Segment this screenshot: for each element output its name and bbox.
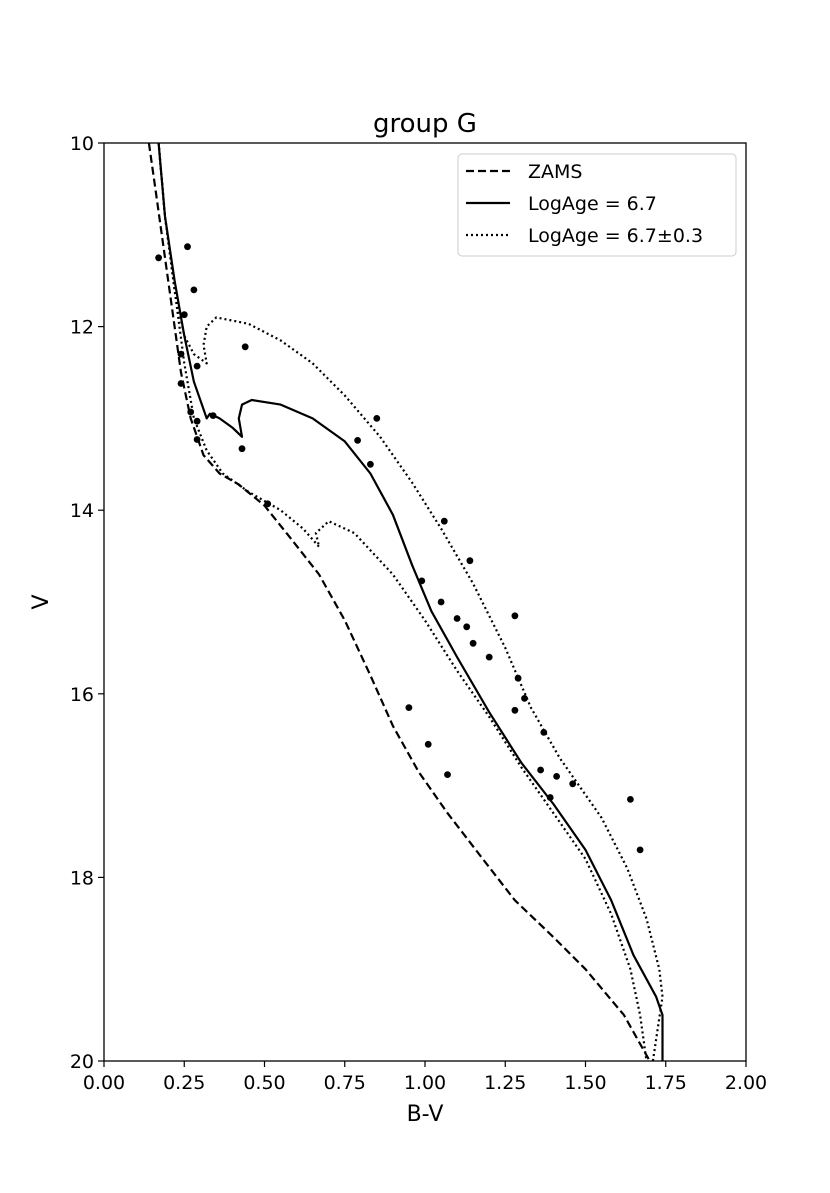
legend-label-logage: LogAge = 6.7 [528, 193, 657, 215]
data-point [354, 437, 361, 444]
x-axis-label: B-V [407, 1102, 444, 1127]
legend-label-zams: ZAMS [528, 161, 582, 183]
points-layer [155, 243, 644, 854]
data-point [537, 766, 544, 774]
data-point [155, 254, 163, 262]
data-point [405, 704, 413, 711]
data-point [437, 598, 445, 606]
series-line-logage-6-7-0-3 [157, 143, 664, 1061]
x-tick-label: 1.00 [404, 1072, 446, 1094]
x-tick-label: 0.75 [324, 1072, 366, 1094]
data-point [367, 460, 374, 468]
y-axis-label: V [29, 594, 54, 609]
data-point [193, 362, 201, 370]
x-tick-label: 1.25 [484, 1072, 526, 1094]
x-tick-label: 0.50 [243, 1072, 285, 1094]
y-tick-label: 16 [70, 684, 94, 706]
series-line-branch-3 [157, 143, 648, 1061]
data-point [238, 445, 246, 453]
x-tick-label: 1.75 [645, 1072, 687, 1094]
y-axis: 10 12 14 16 18 20 [70, 133, 104, 1073]
data-point [264, 500, 272, 508]
y-tick-label: 14 [70, 500, 94, 522]
chart-title: group G [373, 109, 477, 139]
x-tick-label: 2.00 [725, 1072, 767, 1094]
y-tick-label: 20 [70, 1051, 94, 1073]
x-tick-label: 0.00 [83, 1072, 125, 1094]
data-point [540, 729, 548, 736]
legend-label-logage-range: LogAge = 6.7±0.3 [528, 225, 703, 247]
x-tick-label: 0.25 [163, 1072, 205, 1094]
data-point [424, 740, 432, 748]
data-point [180, 311, 188, 319]
data-point [521, 695, 528, 702]
data-point [511, 706, 519, 714]
legend-box [457, 153, 737, 257]
data-point [466, 557, 474, 565]
data-point [636, 846, 644, 854]
data-point [187, 408, 195, 416]
data-point [190, 286, 198, 294]
data-point [444, 771, 451, 778]
data-point [463, 623, 471, 631]
series-layer [147, 143, 664, 1061]
data-point [469, 639, 477, 647]
series-line-logage-6-7 [157, 143, 664, 1061]
x-tick-label: 1.50 [564, 1072, 606, 1094]
y-tick-label: 10 [70, 133, 94, 155]
series-line-zams [147, 143, 651, 1061]
legend: ZAMS LogAge = 6.7 LogAge = 6.7±0.3 [457, 153, 737, 257]
data-point [569, 780, 577, 788]
data-point [193, 436, 201, 443]
plot-frame [103, 142, 747, 1062]
data-point [418, 577, 426, 585]
data-point [177, 350, 185, 358]
data-point [177, 380, 185, 387]
data-point [440, 517, 448, 525]
data-point [184, 243, 191, 251]
data-point [453, 615, 461, 622]
data-point [511, 612, 519, 620]
y-tick-label: 18 [70, 867, 94, 889]
data-point [514, 674, 522, 682]
data-point [241, 343, 249, 351]
data-point [627, 796, 634, 803]
data-point [209, 412, 217, 419]
data-point [373, 415, 381, 422]
x-axis: 0.00 0.25 0.50 0.75 1.00 1.25 1.50 1.75 2.00 [83, 1061, 767, 1094]
data-point [553, 773, 560, 780]
data-point [546, 794, 554, 801]
data-point [485, 653, 493, 661]
data-point [193, 417, 201, 425]
y-tick-label: 12 [70, 317, 94, 339]
